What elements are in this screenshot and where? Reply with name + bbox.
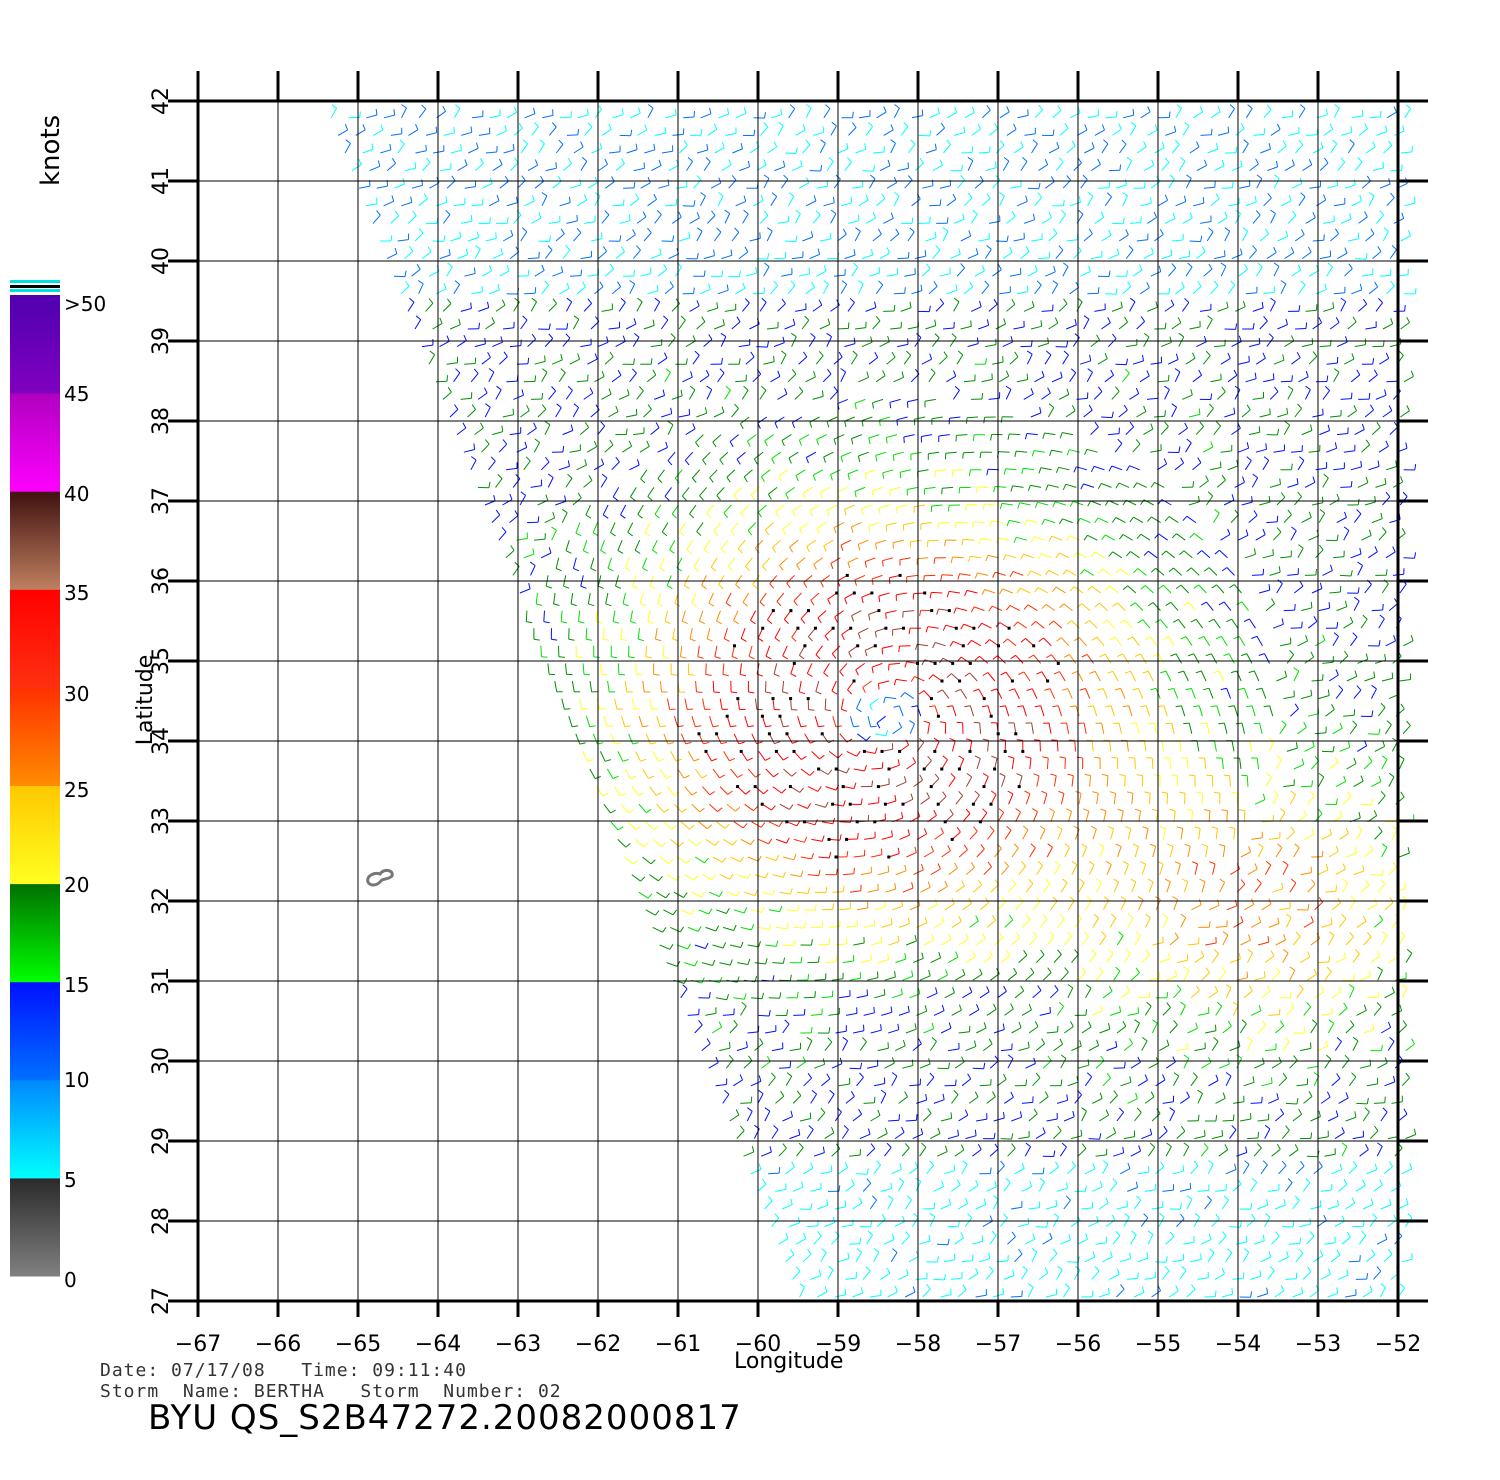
lon-tick-label: −64 bbox=[415, 1332, 461, 1357]
x-axis-label: Longitude bbox=[734, 1349, 843, 1374]
colorbar-label: 10 bbox=[64, 1068, 89, 1092]
lat-tick-label: 29 bbox=[149, 1127, 174, 1155]
product-title: BYU QS_S2B47272.20082000817 bbox=[148, 1398, 742, 1438]
colorbar-band bbox=[10, 393, 60, 492]
colorbar-label: 35 bbox=[64, 581, 89, 605]
lat-tick-label: 42 bbox=[149, 87, 174, 115]
lon-tick-label: −62 bbox=[575, 1332, 621, 1357]
lon-tick-label: −65 bbox=[335, 1332, 381, 1357]
bermuda-outline bbox=[366, 868, 394, 887]
colorbar-band bbox=[10, 1079, 60, 1179]
lon-tick-label: −56 bbox=[1055, 1332, 1101, 1357]
colorbar-label: 40 bbox=[64, 482, 89, 506]
lat-tick-label: 40 bbox=[149, 247, 174, 275]
lat-tick-label: 35 bbox=[149, 647, 174, 675]
lat-tick-label: 36 bbox=[149, 567, 174, 595]
colorbar-band bbox=[10, 491, 60, 590]
y-axis-label: Latitude bbox=[133, 655, 158, 746]
lat-tick-label: 30 bbox=[149, 1047, 174, 1075]
colorbar-band bbox=[10, 589, 60, 688]
lat-tick-label: 41 bbox=[149, 167, 174, 195]
lon-tick-label: −53 bbox=[1295, 1332, 1341, 1357]
date-time-line: Date: 07/17/08 Time: 09:11:40 bbox=[100, 1360, 467, 1381]
lon-tick-label: −61 bbox=[655, 1332, 701, 1357]
storm-line: Storm Name: BERTHA Storm Number: 02 bbox=[100, 1381, 562, 1402]
lat-tick-label: 31 bbox=[149, 967, 174, 995]
colorbar-units: knots bbox=[36, 114, 66, 186]
colorbar-label: 30 bbox=[64, 682, 89, 706]
colorbar-label: 0 bbox=[64, 1268, 77, 1292]
lon-tick-label: −52 bbox=[1375, 1332, 1421, 1357]
lat-tick-label: 39 bbox=[149, 327, 174, 355]
lon-tick-label: −57 bbox=[975, 1332, 1021, 1357]
lat-tick-label: 33 bbox=[149, 807, 174, 835]
lon-tick-label: −59 bbox=[815, 1332, 861, 1357]
colorbar-band bbox=[10, 785, 60, 885]
colorbar-band bbox=[10, 1177, 60, 1277]
lat-tick-label: 37 bbox=[149, 487, 174, 515]
lat-lon-grid bbox=[168, 71, 1428, 1317]
colorbar-label: 25 bbox=[64, 778, 89, 802]
colorbar-band bbox=[10, 295, 60, 394]
lat-tick-label: 38 bbox=[149, 407, 174, 435]
lat-tick-label: 27 bbox=[149, 1287, 174, 1315]
lon-tick-label: −60 bbox=[735, 1332, 781, 1357]
lon-tick-label: −66 bbox=[255, 1332, 301, 1357]
colorbar-label: >50 bbox=[64, 292, 106, 316]
lat-tick-label: 34 bbox=[149, 727, 174, 755]
colorbar-band bbox=[10, 883, 60, 983]
axis-ticks: −67 −66 −65 −64 −63 −62 −61 −60 −59 −58 −57 −56 −55 −… bbox=[149, 87, 1421, 1357]
lon-tick-label: −55 bbox=[1135, 1332, 1181, 1357]
colorbar-label: 5 bbox=[64, 1168, 77, 1192]
lat-tick-label: 28 bbox=[149, 1207, 174, 1235]
wind-vector-field bbox=[330, 104, 1417, 1298]
lon-tick-label: −58 bbox=[895, 1332, 941, 1357]
lon-tick-label: −63 bbox=[495, 1332, 541, 1357]
colorbar-cap bbox=[10, 285, 60, 288]
colorbar-band bbox=[10, 687, 60, 786]
lat-tick-label: 32 bbox=[149, 887, 174, 915]
colorbar-band bbox=[10, 981, 60, 1081]
colorbar-cap bbox=[10, 289, 60, 292]
colorbar-label: 15 bbox=[64, 973, 89, 997]
colorbar-label: 20 bbox=[64, 873, 89, 897]
speed-colorbar: >50 45 40 35 30 25 20 15 10 5 0 bbox=[10, 280, 106, 1292]
lon-tick-label: −54 bbox=[1215, 1332, 1261, 1357]
lon-tick-label: −67 bbox=[175, 1332, 221, 1357]
colorbar-label: 45 bbox=[64, 382, 89, 406]
colorbar-cap bbox=[10, 280, 60, 283]
